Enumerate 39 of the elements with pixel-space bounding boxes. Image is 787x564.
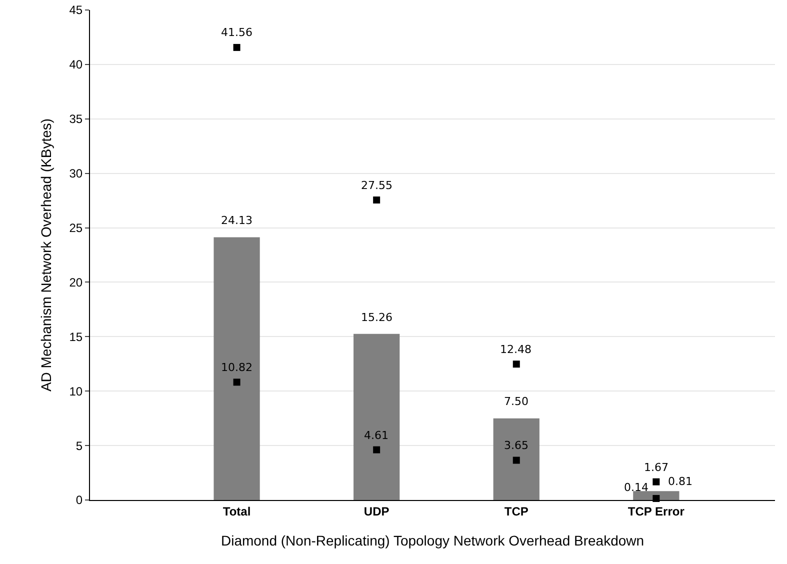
point <box>233 44 240 51</box>
point <box>373 446 380 454</box>
data-label: 41.56 <box>221 26 252 39</box>
x-tick-label: UDP <box>364 504 390 518</box>
data-label: 7.50 <box>504 395 528 408</box>
y-tick-label: 0 <box>76 493 83 508</box>
data-label: 27.55 <box>361 179 392 192</box>
data-label: 24.13 <box>221 214 252 227</box>
y-tick-label: 35 <box>69 112 83 126</box>
y-tick-label: 30 <box>69 166 83 181</box>
y-tick-label: 15 <box>69 330 83 344</box>
y-tick-label: 45 <box>69 3 83 18</box>
data-label: 4.61 <box>364 429 388 442</box>
x-tick-label: TCP <box>504 504 528 518</box>
bar <box>214 237 260 500</box>
y-tick-label: 5 <box>76 438 83 453</box>
y-tick-label: 40 <box>69 58 83 72</box>
y-axis-title: AD Mechanism Network Overhead (KBytes) <box>38 118 54 392</box>
data-label: 0.81 <box>668 475 692 488</box>
x-tick-label: Total <box>222 504 251 518</box>
data-label: 12.48 <box>500 343 532 356</box>
data-label: 3.65 <box>504 439 528 452</box>
point <box>512 456 520 464</box>
y-tick-label: 25 <box>69 220 83 235</box>
bar <box>493 418 540 500</box>
bar <box>633 491 680 500</box>
point <box>512 360 520 368</box>
bar <box>354 334 400 500</box>
data-label: 1.67 <box>644 461 668 474</box>
y-tick-label: 20 <box>69 275 83 290</box>
x-tick-label: TCP Error <box>628 504 685 518</box>
point <box>373 196 380 204</box>
data-label: 0.14 <box>624 481 648 494</box>
point <box>233 378 240 386</box>
y-tick-label: 10 <box>69 384 83 398</box>
data-label: 10.82 <box>221 361 252 374</box>
data-label: 15.26 <box>361 311 392 324</box>
point <box>652 478 660 486</box>
x-axis-title: Diamond (Non-Replicating) Topology Network Overhead Breakdown <box>220 532 644 549</box>
